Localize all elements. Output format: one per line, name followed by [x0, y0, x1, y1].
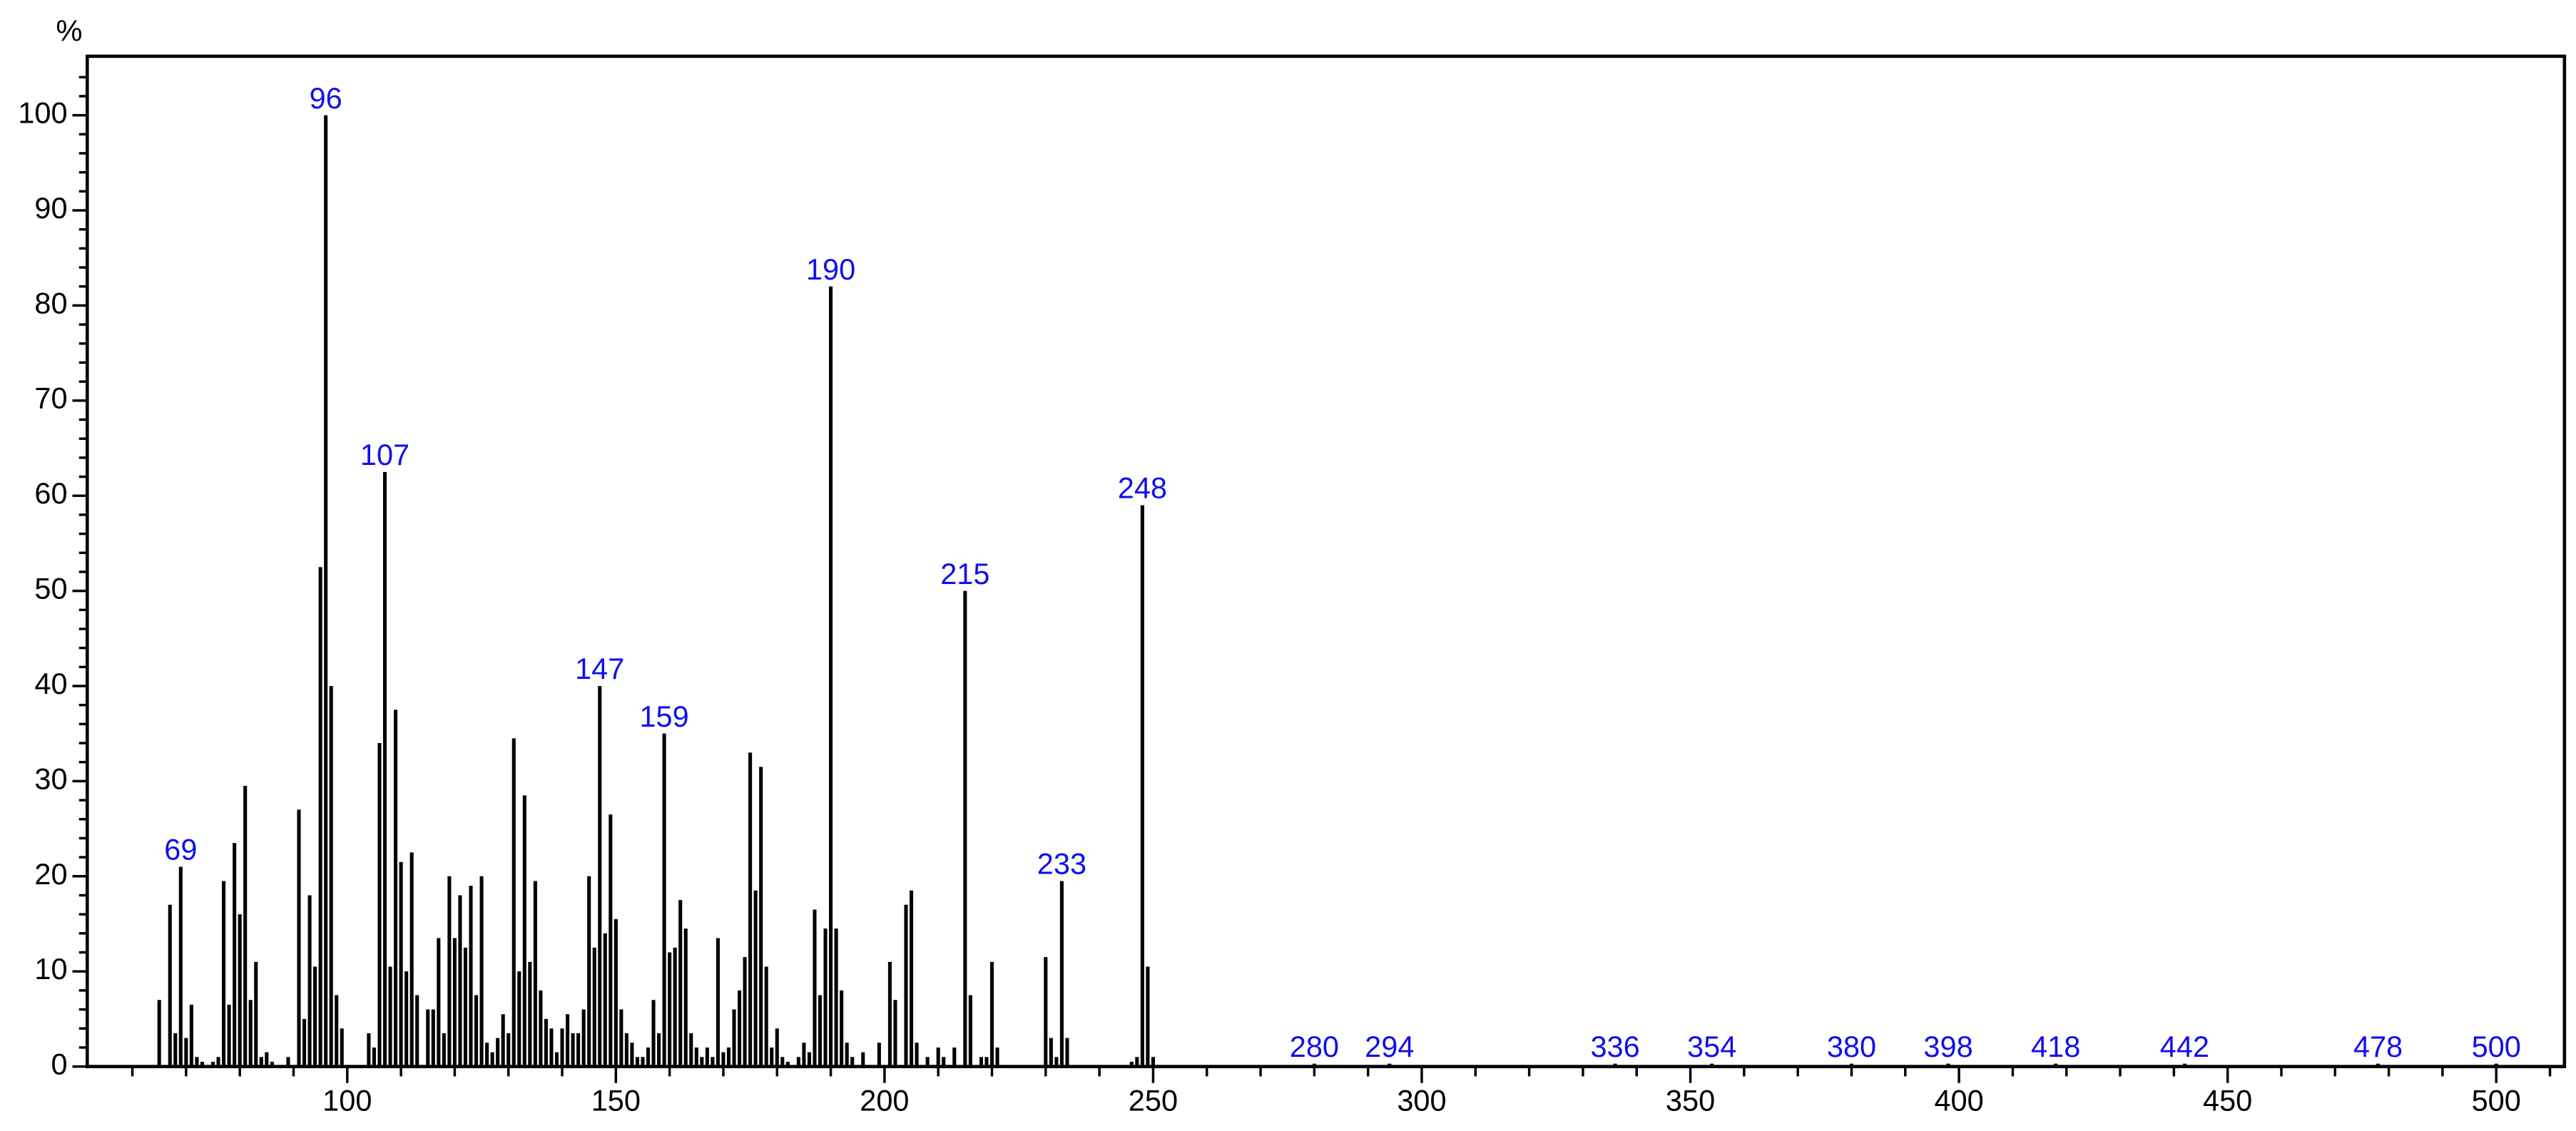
peak-label: 398 — [1923, 1030, 1972, 1063]
peak-label: 380 — [1827, 1030, 1876, 1063]
y-tick-label: 20 — [34, 857, 67, 891]
peak-label: 442 — [2160, 1030, 2209, 1063]
peak-label: 280 — [1290, 1030, 1339, 1063]
x-tick-label: 100 — [322, 1083, 372, 1117]
x-tick-label: 500 — [2472, 1083, 2521, 1117]
y-tick-label: 50 — [34, 572, 67, 605]
peak-label: 215 — [940, 557, 989, 590]
y-tick-label: 0 — [51, 1048, 68, 1081]
peak-label: 354 — [1687, 1030, 1736, 1063]
x-tick-label: 250 — [1129, 1083, 1178, 1117]
plot-frame — [85, 54, 2567, 1068]
y-tick-label: 40 — [34, 667, 67, 700]
peak-label: 233 — [1037, 847, 1086, 881]
peak-label: 478 — [2353, 1030, 2403, 1063]
x-tick-label: 400 — [1934, 1083, 1983, 1117]
peak-label: 107 — [360, 438, 409, 471]
peak-label: 418 — [2031, 1030, 2080, 1063]
peak-label: 294 — [1365, 1030, 1414, 1063]
y-tick-label: 70 — [34, 382, 67, 415]
x-tick-label: 200 — [860, 1083, 909, 1117]
x-tick-label: 450 — [2203, 1083, 2252, 1117]
y-tick-label: 10 — [34, 952, 67, 986]
x-tick-label: 350 — [1666, 1083, 1715, 1117]
y-tick-label: 80 — [34, 286, 67, 319]
peak-label: 500 — [2472, 1030, 2521, 1063]
peak-label: 69 — [164, 833, 197, 866]
y-tick-label: 100 — [18, 96, 67, 130]
peak-label: 159 — [639, 700, 688, 733]
y-tick-label: 30 — [34, 762, 67, 795]
peak-label: 190 — [806, 252, 855, 286]
y-tick-label: 90 — [34, 191, 67, 225]
peak-label: 147 — [575, 652, 624, 685]
peak-label: 96 — [310, 81, 342, 115]
y-axis-label: % — [56, 14, 82, 48]
x-tick-label: 150 — [591, 1083, 641, 1117]
x-tick-label: 300 — [1397, 1083, 1446, 1117]
peak-label: 336 — [1590, 1030, 1639, 1063]
y-tick-label: 60 — [34, 476, 67, 510]
peak-label: 248 — [1118, 471, 1167, 505]
